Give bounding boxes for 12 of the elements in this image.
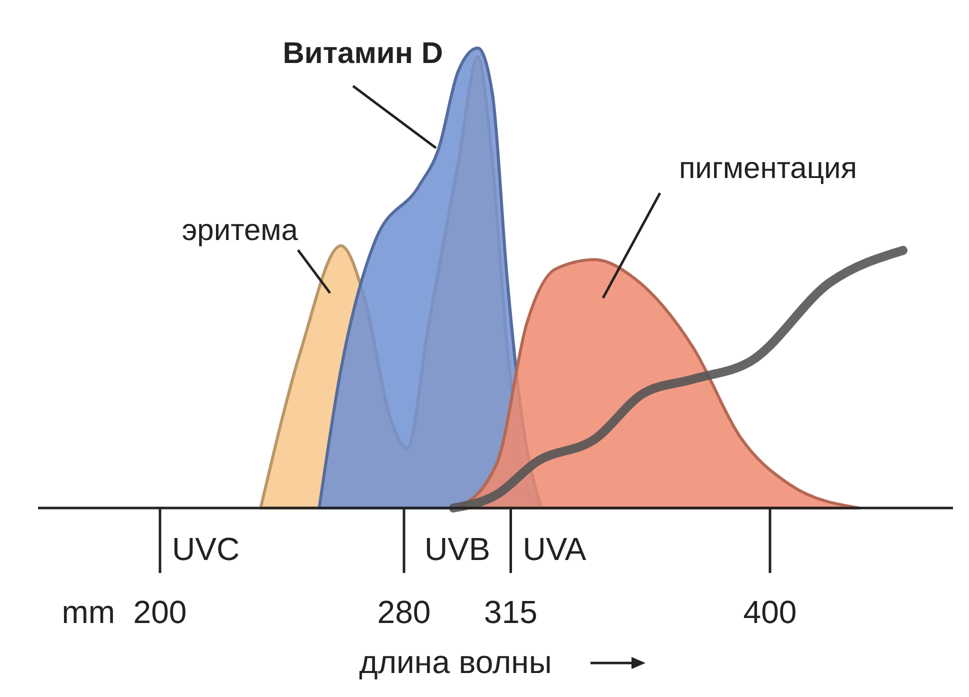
x-axis-title: длина волны	[359, 644, 552, 680]
text: UVC	[172, 531, 240, 567]
series-label: Витамин D	[282, 37, 443, 70]
x-tick-label: 400	[743, 594, 797, 630]
text: UVB	[424, 531, 490, 567]
text: пигментация	[678, 152, 858, 185]
x-tick-label: 280	[377, 594, 431, 630]
text: mm	[62, 594, 115, 630]
x-tick-label: 315	[484, 594, 538, 630]
x-tick-label: 200	[133, 594, 187, 630]
series-label: эритема	[182, 214, 298, 247]
text: UVA	[522, 531, 587, 567]
